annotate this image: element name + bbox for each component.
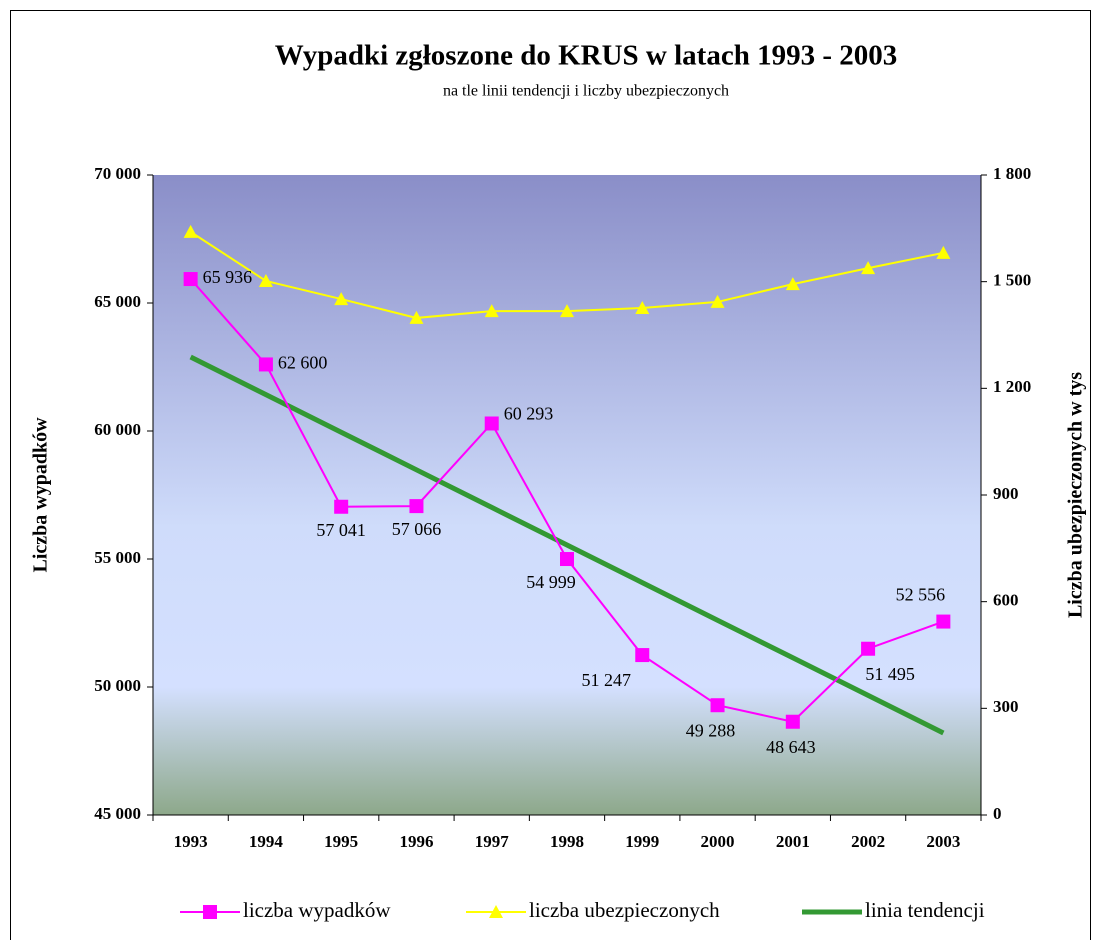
- data-label: 51 247: [582, 670, 632, 690]
- y2-tick-label: 1 800: [993, 164, 1031, 183]
- legend-label: linia tendencji: [865, 898, 985, 922]
- data-label: 60 293: [504, 404, 554, 424]
- frame: [10, 10, 1091, 940]
- y-tick-label: 65 000: [94, 292, 141, 311]
- x-tick-label: 1997: [475, 832, 510, 851]
- x-tick-label: 1993: [174, 832, 208, 851]
- point: [334, 499, 349, 514]
- series-line: [189, 354, 945, 736]
- point: [861, 641, 876, 656]
- point: [258, 357, 273, 372]
- x-tick-label: 1999: [625, 832, 659, 851]
- point: [861, 261, 876, 275]
- chart-title: Wypadki zgłoszone do KRUS w latach 1993 …: [275, 40, 897, 72]
- x-tick-label: 1994: [249, 832, 284, 851]
- data-label: 54 999: [526, 572, 576, 592]
- x-tick-label: 1996: [399, 832, 433, 851]
- point: [183, 272, 198, 287]
- point: [560, 552, 574, 567]
- legend-item: liczba wypadków: [180, 898, 391, 922]
- point: [936, 614, 951, 629]
- data-label: 57 066: [392, 519, 442, 539]
- point: [203, 905, 217, 919]
- data-label: 52 556: [896, 585, 946, 605]
- y-tick-label: 45 000: [94, 804, 141, 823]
- point: [785, 714, 800, 729]
- y2-tick-label: 1 500: [993, 271, 1031, 290]
- x-tick-label: 2001: [776, 832, 810, 851]
- point: [484, 416, 499, 431]
- point: [334, 292, 349, 306]
- point: [409, 310, 424, 324]
- y-tick-label: 70 000: [94, 164, 141, 183]
- point: [710, 698, 725, 713]
- legend-label: liczba ubezpieczonych: [529, 898, 720, 922]
- y2-tick-label: 600: [993, 591, 1019, 610]
- point: [489, 905, 503, 918]
- y2-tick-label: 0: [993, 804, 1002, 823]
- plot-area: [153, 175, 981, 815]
- x-tick-label: 1998: [550, 832, 584, 851]
- point: [635, 300, 650, 314]
- point: [409, 499, 424, 514]
- data-label: 48 643: [766, 737, 816, 757]
- legend-item: linia tendencji: [802, 898, 985, 922]
- y2-tick-label: 1 200: [993, 377, 1031, 396]
- x-tick-label: 2003: [926, 832, 960, 851]
- point: [183, 224, 198, 238]
- data-label: 51 495: [865, 664, 915, 684]
- legend-item: liczba ubezpieczonych: [466, 898, 720, 922]
- data-label: 57 041: [316, 520, 366, 540]
- y2-tick-label: 900: [993, 484, 1019, 503]
- data-label: 62 600: [278, 353, 328, 373]
- x-tick-label: 2000: [701, 832, 735, 851]
- point: [484, 304, 499, 318]
- data-label: 65 936: [203, 267, 253, 287]
- y2-axis-title: Liczba ubezpieczonych w tys: [1065, 372, 1087, 618]
- chart-subtitle: na tle linii tendencji i liczby ubezpiec…: [443, 83, 729, 100]
- point: [258, 273, 273, 287]
- point: [710, 294, 725, 308]
- point: [560, 304, 574, 318]
- point: [635, 648, 650, 663]
- y2-tick-label: 300: [993, 697, 1019, 716]
- y-tick-label: 50 000: [94, 676, 141, 695]
- point: [936, 245, 951, 259]
- y-tick-label: 60 000: [94, 420, 141, 439]
- data-label: 49 288: [686, 720, 736, 740]
- legend-label: liczba wypadków: [243, 898, 391, 922]
- point: [785, 277, 800, 291]
- x-tick-label: 1995: [324, 832, 358, 851]
- y-axis-title: Liczba wypadków: [30, 417, 52, 573]
- x-tick-label: 2002: [851, 832, 885, 851]
- y-tick-label: 55 000: [94, 548, 141, 567]
